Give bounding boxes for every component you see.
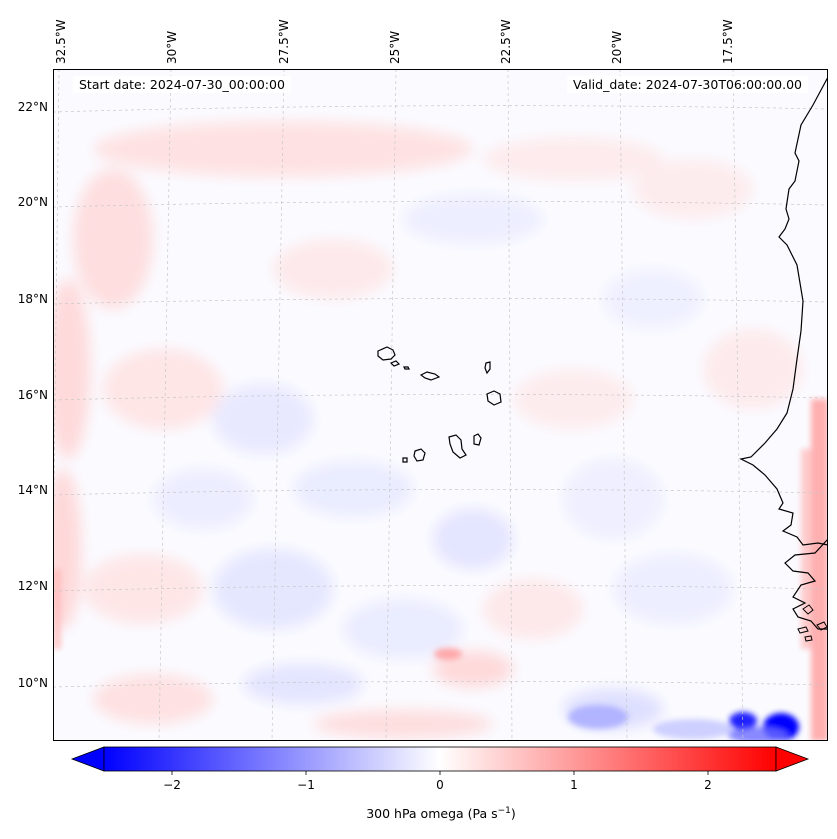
valid-date-label: Valid_date: 2024-07-30T06:00:00.00 xyxy=(566,76,808,93)
graticule xyxy=(53,69,828,741)
island-sao-nicolau xyxy=(419,371,441,381)
colorbar-tick-neg1: −1 xyxy=(297,778,315,792)
colorbar-label-close: ) xyxy=(510,806,516,822)
omega-field-map xyxy=(53,69,828,741)
island-brava xyxy=(402,457,408,463)
island-santo-antao xyxy=(377,346,396,361)
lat-label-18n: 18°N xyxy=(17,292,48,306)
colorbar-left-extend xyxy=(70,746,105,772)
colorbar-tick-0: 0 xyxy=(436,778,444,792)
cape-verde-islands xyxy=(377,346,502,463)
start-date-label: Start date: 2024-07-30_00:00:00 xyxy=(73,76,291,93)
omega-map-panel: Start date: 2024-07-30_00:00:00 Valid_da… xyxy=(53,69,828,741)
lon-label-32-5w: 32.5°W xyxy=(54,19,68,64)
lat-label-14n: 14°N xyxy=(17,483,48,497)
omega-field xyxy=(53,121,803,738)
colorbar-label: 300 hPa omega (Pa s−1) xyxy=(366,806,516,821)
lat-label-20n: 20°N xyxy=(17,195,48,209)
island-sao-vicente xyxy=(389,360,401,367)
island-sal xyxy=(484,361,491,375)
africa-coastline xyxy=(739,76,828,546)
lon-label-30w: 30°W xyxy=(165,30,179,64)
colorbar-tick-2: 2 xyxy=(704,778,712,792)
lat-label-12n: 12°N xyxy=(17,579,48,593)
colorbar-label-exponent: −1 xyxy=(497,806,511,816)
colorbar-label-text: 300 hPa omega (Pa s xyxy=(366,806,498,822)
lat-label-16n: 16°N xyxy=(17,388,48,402)
island-fogo xyxy=(413,448,426,462)
lon-label-22-5w: 22.5°W xyxy=(499,19,513,64)
lat-label-10n: 10°N xyxy=(17,676,48,690)
island-santa-luzia xyxy=(403,366,410,370)
coastal-stripes xyxy=(53,399,828,741)
island-santiago xyxy=(448,434,467,459)
lat-label-22n: 22°N xyxy=(17,100,48,114)
lon-label-20w: 20°W xyxy=(610,30,624,64)
lon-label-17-5w: 17.5°W xyxy=(721,19,735,64)
colorbar-tick-1: 1 xyxy=(570,778,578,792)
lon-label-25w: 25°W xyxy=(388,30,402,64)
island-boa-vista xyxy=(486,390,502,406)
lon-label-27-5w: 27.5°W xyxy=(277,19,291,64)
map-frame xyxy=(53,69,828,741)
island-maio xyxy=(473,433,482,446)
colorbar-right-extend xyxy=(775,746,810,772)
africa-coastline-south xyxy=(784,538,828,630)
colorbar-bar xyxy=(103,746,777,772)
colorbar-tick-neg2: −2 xyxy=(163,778,181,792)
